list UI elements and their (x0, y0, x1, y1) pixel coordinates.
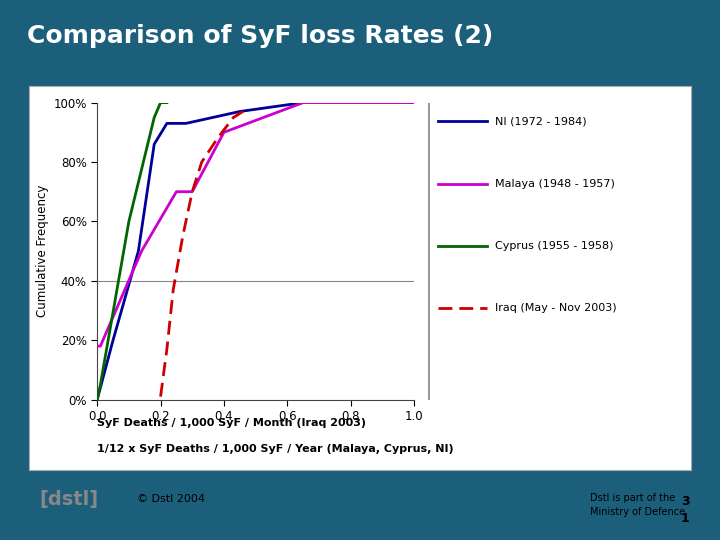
Text: 3: 3 (681, 495, 690, 508)
Text: [dstl]: [dstl] (40, 490, 99, 509)
Text: SyF Deaths / 1,000 SyF / Month (Iraq 2003): SyF Deaths / 1,000 SyF / Month (Iraq 200… (97, 418, 366, 429)
Text: Iraq (May - Nov 2003): Iraq (May - Nov 2003) (495, 303, 617, 313)
Text: Comparison of SyF loss Rates (2): Comparison of SyF loss Rates (2) (27, 24, 494, 48)
Y-axis label: Cumulative Frequency: Cumulative Frequency (36, 185, 49, 318)
Text: 1/12 x SyF Deaths / 1,000 SyF / Year (Malaya, Cyprus, NI): 1/12 x SyF Deaths / 1,000 SyF / Year (Ma… (97, 444, 454, 455)
Text: © Dstl 2004: © Dstl 2004 (137, 495, 204, 504)
Text: Malaya (1948 - 1957): Malaya (1948 - 1957) (495, 179, 615, 188)
Text: 1: 1 (681, 512, 690, 525)
Text: NI (1972 - 1984): NI (1972 - 1984) (495, 117, 587, 126)
Text: Dstl is part of the
Ministry of Defence: Dstl is part of the Ministry of Defence (590, 493, 685, 517)
Text: Cyprus (1955 - 1958): Cyprus (1955 - 1958) (495, 241, 614, 251)
